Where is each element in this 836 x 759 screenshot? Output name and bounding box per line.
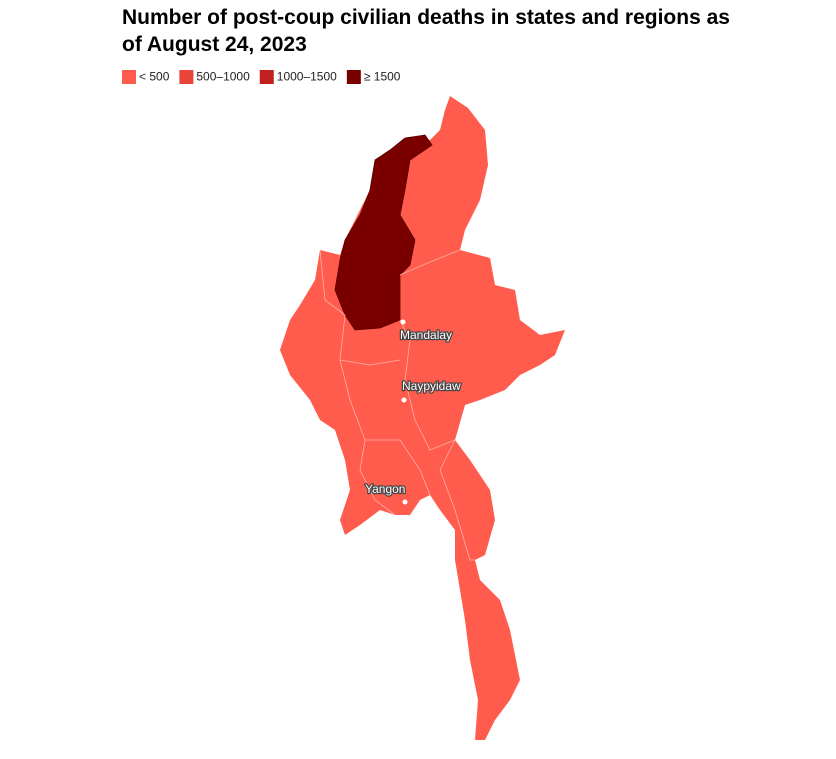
city-label: Naypyidaw (402, 379, 461, 393)
region-border (365, 439, 431, 496)
legend-swatch (179, 70, 194, 84)
legend-label: 500–1000 (196, 70, 250, 84)
map (280, 96, 565, 740)
sagaing-region (334, 134, 433, 331)
legend: < 500 500–1000 1000–1500 ≥ 1500 (122, 70, 401, 84)
title: Number of post-coup civilian deaths in s… (122, 6, 730, 29)
region-border (439, 439, 475, 561)
city-label: Mandalay (400, 328, 452, 342)
legend-label: ≥ 1500 (364, 70, 401, 84)
legend-label: 1000–1500 (277, 70, 337, 84)
city-dot (402, 499, 408, 505)
country-shape (280, 96, 565, 740)
city-dot (401, 397, 407, 403)
legend-swatch (122, 70, 136, 84)
region-border (339, 359, 401, 366)
region-border (319, 249, 346, 316)
city-label: Yangon (365, 482, 405, 496)
region-border (399, 249, 461, 276)
legend-swatch (346, 70, 361, 84)
legend-swatch (259, 70, 274, 84)
region-border (399, 319, 456, 451)
title: of August 24, 2023 (122, 33, 307, 56)
legend-label: < 500 (139, 70, 170, 84)
city-dot (400, 319, 406, 325)
